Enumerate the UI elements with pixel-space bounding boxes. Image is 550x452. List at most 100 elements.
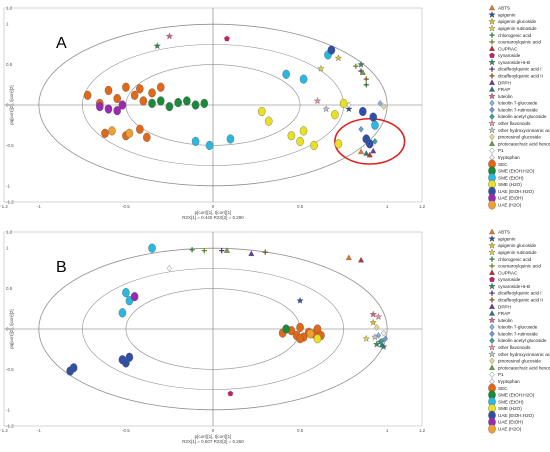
data-point: [313, 97, 322, 105]
data-point: [113, 93, 121, 104]
legend-marker: [488, 126, 496, 134]
y-tick-label: 1.2: [6, 6, 13, 11]
y-tick-label: 0.5: [6, 286, 13, 291]
y-tick-label: 1.2: [6, 230, 13, 235]
legend-marker: [488, 241, 496, 249]
data-point: [363, 82, 369, 88]
legend-marker: [489, 269, 495, 275]
y-axis-label: pq[corr][2], t[corr][2]: [9, 85, 14, 124]
data-point: [104, 85, 113, 96]
data-point: [122, 82, 130, 92]
legend-label: UAE (H2O): [498, 427, 522, 432]
y-tick-label: -1.2: [6, 424, 14, 429]
legend-marker: [489, 276, 495, 282]
legend-label: coumaroylquinic acid: [498, 264, 541, 269]
x-tick-label: -0.5: [122, 204, 130, 209]
data-points: [83, 32, 387, 158]
legend-marker: [489, 330, 495, 338]
x-tick-label: -0.5: [122, 428, 130, 433]
legend-label: apigenin: [498, 12, 516, 17]
legend-marker: [489, 52, 495, 58]
legend-label: apigenin rutinoside: [498, 26, 537, 31]
legend-label: tryptophan: [498, 155, 520, 160]
x-axis-label: p[corr][1], t[corr][1]: [195, 434, 232, 439]
legend-label: luteolin 7-glucoside: [498, 325, 538, 330]
legend-marker: [489, 154, 495, 161]
legend-marker: [489, 113, 495, 120]
legend-marker: [488, 10, 496, 18]
data-point: [201, 247, 207, 254]
data-point: [334, 54, 343, 62]
legend-label: other hydroxycinnamic acids der: [498, 352, 550, 357]
legend-marker: [489, 86, 495, 92]
r2x-note: R2X[1] = 0.440 R2X[2] = 0.290: [182, 215, 244, 220]
y-tick-label: -0.5: [6, 367, 14, 372]
legend-label: protocatechuic acid hexoside: [498, 365, 550, 370]
data-point: [118, 308, 127, 318]
legend-marker: [489, 310, 495, 316]
data-point: [287, 131, 296, 141]
y-axis-label: pq[corr][2], t[corr][2]: [9, 309, 14, 348]
data-point: [226, 134, 235, 144]
y-tick-label: -0.5: [6, 143, 14, 148]
data-point: [370, 147, 377, 154]
legend-marker: [489, 45, 495, 51]
legend-label: luteolin: [498, 94, 513, 99]
panel-letter: A: [56, 35, 67, 52]
legend-label: SME (EtOH): [498, 175, 524, 180]
data-point: [296, 334, 304, 344]
data-point: [371, 333, 379, 341]
legend-marker: [489, 323, 495, 331]
y-tick-label: 1: [6, 22, 9, 27]
data-point: [369, 310, 377, 318]
legend-label: chlorogenic acid: [498, 257, 532, 262]
r2x-note: R2X[1] = 0.507 R2X[2] = 0.260: [182, 439, 244, 444]
data-point: [205, 140, 214, 150]
data-point: [191, 100, 200, 110]
data-point: [96, 102, 104, 112]
data-point: [345, 105, 353, 113]
legend-label: DPPH: [498, 304, 511, 309]
legend-marker: [488, 343, 496, 351]
legend-marker: [489, 371, 495, 378]
legend-label: luteolin 7-rutinoside: [498, 107, 538, 112]
data-point: [382, 335, 389, 342]
legend-label: UAE (H2O): [498, 203, 522, 208]
data-point: [379, 337, 385, 345]
legend-label: luteolin 7-rutinoside: [498, 331, 538, 336]
data-point: [223, 247, 230, 253]
legend-marker: [488, 316, 496, 324]
data-point: [359, 106, 367, 117]
x-tick-label: 0: [212, 428, 215, 433]
legend-marker: [489, 66, 495, 72]
data-point: [296, 136, 304, 146]
data-point: [148, 98, 156, 108]
legend-marker: [489, 263, 495, 269]
legend-marker: [489, 133, 495, 141]
legend-label: P1: [498, 148, 504, 153]
data-point: [130, 292, 139, 302]
x-tick-label: -1.2: [0, 204, 8, 209]
data-point: [104, 104, 113, 114]
legend-label: other flavonoids: [498, 121, 531, 126]
legend-label: luteolin acetyl glucoside: [498, 338, 547, 343]
data-point: [257, 106, 266, 117]
data-point: [148, 88, 156, 98]
data-point: [118, 100, 127, 110]
y-tick-label: -1: [6, 407, 10, 412]
legend-marker: [489, 73, 495, 79]
legend-marker: [489, 303, 495, 309]
legend-label: UAE (EtOH): [498, 196, 523, 201]
legend-label: SME (EtOH): [498, 399, 524, 404]
data-point: [381, 329, 387, 337]
data-point: [143, 132, 151, 142]
data-point: [125, 128, 134, 138]
legend-label: P1: [498, 372, 504, 377]
data-point: [148, 243, 156, 253]
data-point: [122, 288, 130, 298]
x-tick-label: -1.2: [0, 428, 8, 433]
legend-label: UAE (EtOH:H2O): [498, 189, 534, 194]
legend-label: other hydroxycinnamic acids der: [498, 128, 550, 133]
data-point: [353, 63, 359, 69]
